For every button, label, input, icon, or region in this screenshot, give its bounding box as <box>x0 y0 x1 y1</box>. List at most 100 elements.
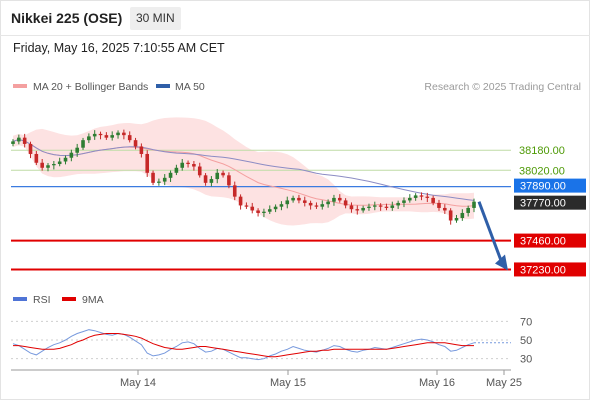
candle-body-25 <box>157 181 161 183</box>
candle-body-11 <box>75 147 79 153</box>
candle-body-8 <box>57 161 62 165</box>
candle-17 <box>110 131 115 141</box>
candle-16 <box>104 132 109 140</box>
candle-body-47 <box>285 200 290 205</box>
candle-15 <box>98 131 103 140</box>
candle-body-41 <box>250 206 255 211</box>
candle-body-45 <box>273 206 278 210</box>
candle-9 <box>63 155 68 165</box>
candle-56 <box>337 194 342 203</box>
candle-36 <box>221 170 225 178</box>
candle-58 <box>349 202 354 213</box>
candle-68 <box>408 194 412 203</box>
candle-55 <box>332 194 336 206</box>
legend-9ma-swatch <box>62 297 76 301</box>
candle-body-56 <box>337 197 342 201</box>
candle-body-18 <box>116 132 120 136</box>
candle-body-20 <box>127 135 132 141</box>
candle-65 <box>390 201 395 211</box>
candle-8 <box>57 157 62 167</box>
interval-selector[interactable]: 30 MIN <box>130 7 181 30</box>
candle-body-34 <box>209 179 214 183</box>
level-label-4: 37460.00 <box>520 236 566 248</box>
candle-body-30 <box>186 162 190 165</box>
candle-52 <box>314 202 319 209</box>
candle-74 <box>443 204 447 214</box>
chart-datetime: Friday, May 16, 2025 7:10:55 AM CET <box>13 41 225 55</box>
candle-66 <box>396 200 400 209</box>
bollinger-band <box>13 117 474 226</box>
candle-18 <box>116 130 120 139</box>
candle-50 <box>302 196 307 207</box>
candle-43 <box>262 208 266 218</box>
price-panel: 38180.00 38020.00 37890.00 37770.00 37460.00… <box>11 117 586 277</box>
candle-49 <box>297 194 301 204</box>
candle-body-14 <box>92 133 97 137</box>
candle-body-22 <box>139 146 144 154</box>
x-tick-label-3: May 25 <box>486 377 522 389</box>
candle-51 <box>308 200 313 210</box>
candle-47 <box>285 196 290 209</box>
candle-body-35 <box>215 172 220 180</box>
candle-body-5 <box>40 162 44 168</box>
candle-body-55 <box>332 197 336 202</box>
candle-body-1 <box>17 137 21 142</box>
level-label-bg-4 <box>514 233 586 248</box>
candle-body-42 <box>256 210 260 213</box>
rsi-line <box>12 329 475 361</box>
candle-body-65 <box>390 205 395 208</box>
candle-body-76 <box>454 217 459 221</box>
candle-body-29 <box>180 162 185 168</box>
candle-60 <box>361 205 365 213</box>
candle-body-24 <box>151 172 155 183</box>
candle-63 <box>378 203 383 211</box>
legend-ma20-swatch <box>13 84 27 88</box>
legend-rsi-label: RSI <box>33 294 51 306</box>
candle-body-69 <box>413 195 418 198</box>
candle-body-72 <box>431 197 435 203</box>
level-label-2: 37890.00 <box>520 181 566 193</box>
candle-body-53 <box>320 204 325 207</box>
candle-body-12 <box>81 140 85 148</box>
candle-45 <box>273 204 278 213</box>
candle-19 <box>122 129 126 140</box>
forecast-arrow-shaft <box>477 201 503 261</box>
candle-body-51 <box>308 202 313 206</box>
legend-ma20-label: MA 20 + Bollinger Bands <box>33 81 148 93</box>
candle-body-58 <box>349 205 354 210</box>
candle-body-60 <box>361 207 365 211</box>
level-label-bg-5 <box>514 262 586 277</box>
candle-61 <box>367 203 371 211</box>
candle-body-57 <box>343 200 348 206</box>
candle-48 <box>291 195 295 203</box>
candle-75 <box>448 208 453 225</box>
candle-20 <box>127 131 132 143</box>
legend-rsi-swatch <box>13 297 27 301</box>
candle-body-70 <box>419 195 424 197</box>
candle-3 <box>28 141 33 159</box>
level-label-1: 38020.00 <box>519 165 565 177</box>
candle-67 <box>402 197 406 208</box>
candle-body-15 <box>98 133 103 136</box>
candle-54 <box>326 199 330 208</box>
candle-39 <box>238 194 243 210</box>
rsi-ma-line <box>13 333 474 358</box>
candle-38 <box>232 181 237 201</box>
candle-28 <box>174 164 179 176</box>
candle-46 <box>279 201 284 211</box>
candle-body-4 <box>34 153 39 163</box>
candle-35 <box>215 169 220 184</box>
candle-11 <box>75 143 79 157</box>
candle-13 <box>87 133 91 144</box>
candle-body-52 <box>314 205 319 207</box>
legend-ma50-label: MA 50 <box>175 81 205 93</box>
candle-5 <box>40 158 44 171</box>
candle-body-62 <box>372 205 377 207</box>
candle-body-27 <box>168 172 173 178</box>
candle-23 <box>145 150 150 177</box>
candle-body-31 <box>192 164 196 167</box>
candle-31 <box>192 161 196 171</box>
level-label-3: 37770.00 <box>520 198 566 210</box>
candle-body-23 <box>145 153 150 173</box>
candle-body-40 <box>244 205 249 207</box>
